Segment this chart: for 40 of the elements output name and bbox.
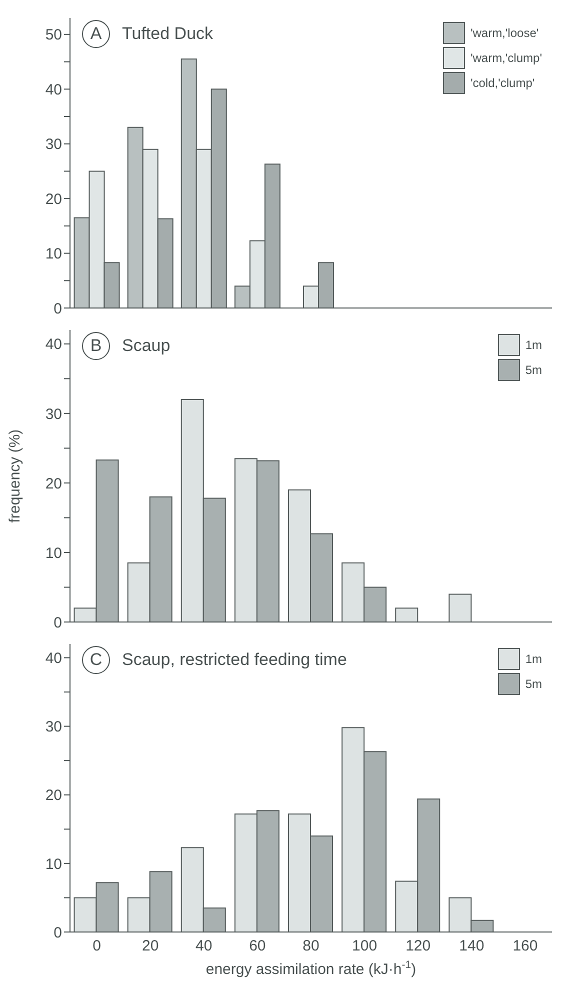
x-tick-label: 120 (406, 938, 431, 955)
y-tick-label: 0 (54, 614, 62, 632)
legend-label: 1m (525, 652, 542, 666)
chart-title: Tufted Duck (122, 24, 214, 44)
y-tick-label: 10 (45, 544, 62, 562)
legend-label: 5m (525, 677, 542, 691)
y-tick-label: 20 (45, 190, 62, 208)
annotation: A (82, 20, 110, 48)
x-tick-label: 100 (352, 938, 378, 955)
annotation: B (82, 332, 110, 360)
y-tick-label: 10 (45, 246, 62, 263)
x-axis-title: energy assimilation rate (kJ·h$^{-1}$) (206, 959, 416, 978)
x-tick-label: 20 (142, 938, 159, 955)
legend-label: 'warm,'loose' (470, 26, 539, 40)
legend-label: 'warm,'clump' (470, 51, 542, 65)
y-tick-label: 20 (45, 475, 62, 492)
legend-label: 'cold,'clump' (470, 76, 535, 90)
y-tick-label: 0 (54, 300, 62, 318)
chart-title: Scaup (122, 336, 170, 356)
y-axis-title: frequency (%) (6, 429, 24, 523)
y-tick-label: 40 (45, 650, 62, 668)
x-tick-label: 40 (196, 938, 212, 955)
annotation: C (82, 646, 110, 674)
y-tick-label: 0 (54, 924, 62, 942)
legend-label: 1m (525, 338, 542, 352)
chart-title: Scaup, restricted feeding time (122, 650, 347, 670)
x-tick-label: 80 (302, 938, 320, 955)
legend-label: 5m (525, 363, 542, 377)
y-tick-label: 10 (45, 856, 62, 873)
y-tick-label: 30 (45, 136, 62, 154)
y-tick-label: 50 (45, 26, 62, 44)
y-tick-label: 20 (45, 787, 62, 804)
x-tick-label: 140 (459, 938, 484, 955)
x-tick-label: 0 (92, 938, 101, 955)
x-tick-label: 60 (249, 938, 266, 955)
y-tick-label: 30 (45, 718, 62, 736)
y-tick-label: 40 (45, 81, 62, 98)
y-tick-label: 30 (45, 406, 62, 423)
x-tick-label: 160 (512, 938, 538, 955)
y-tick-label: 40 (45, 336, 62, 354)
